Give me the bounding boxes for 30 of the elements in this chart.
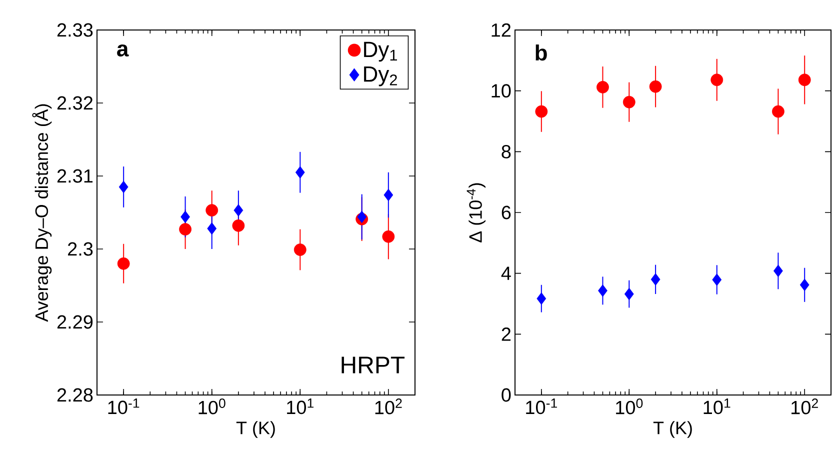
y-tick-label: 4	[501, 266, 511, 280]
x-tick-label: 10$^{2}$	[792, 398, 818, 414]
x-tick-label: 10$^{-1}$	[526, 398, 557, 414]
y-axis-title: Average Dy–O distance (Å)	[32, 104, 52, 322]
annotation: a	[117, 44, 129, 57]
y-tick-label: 2.3	[68, 242, 93, 256]
x-tick-label: 10$^{-1}$	[108, 398, 140, 414]
x-tick-label: 10$^{2}$	[375, 398, 402, 414]
y-tick-label: 8	[502, 144, 511, 158]
x-tick-label: 10$^{1}$	[704, 398, 730, 414]
y-tick-label: 2.29	[57, 315, 93, 329]
y-tick-label: 2.28	[57, 388, 93, 402]
annotation: b	[536, 44, 547, 61]
y-axis-title: Δ (10$^{-4}$)	[466, 183, 486, 242]
y-tick-label: 2	[502, 328, 511, 341]
y-tick-label: 2.31	[57, 169, 93, 183]
x-tick-label: 10$^{0}$	[616, 398, 643, 414]
x-axis-title: T (K)	[653, 421, 692, 438]
y-tick-label: 2.33	[57, 23, 93, 37]
x-axis-title: T (K)	[236, 421, 275, 438]
legend-label: Dy$_{2}$	[364, 66, 397, 86]
legend-label: Dy$_{1}$	[364, 42, 397, 62]
y-tick-label: 2.32	[57, 96, 93, 110]
x-tick-label: 10$^{1}$	[287, 398, 314, 414]
y-tick-label: 10	[492, 84, 511, 98]
annotation: HRPT	[342, 356, 405, 374]
y-tick-label: 0	[502, 388, 511, 402]
x-tick-label: 10$^{0}$	[198, 398, 226, 414]
y-tick-label: 6	[502, 206, 511, 220]
y-tick-label: 12	[492, 23, 511, 37]
